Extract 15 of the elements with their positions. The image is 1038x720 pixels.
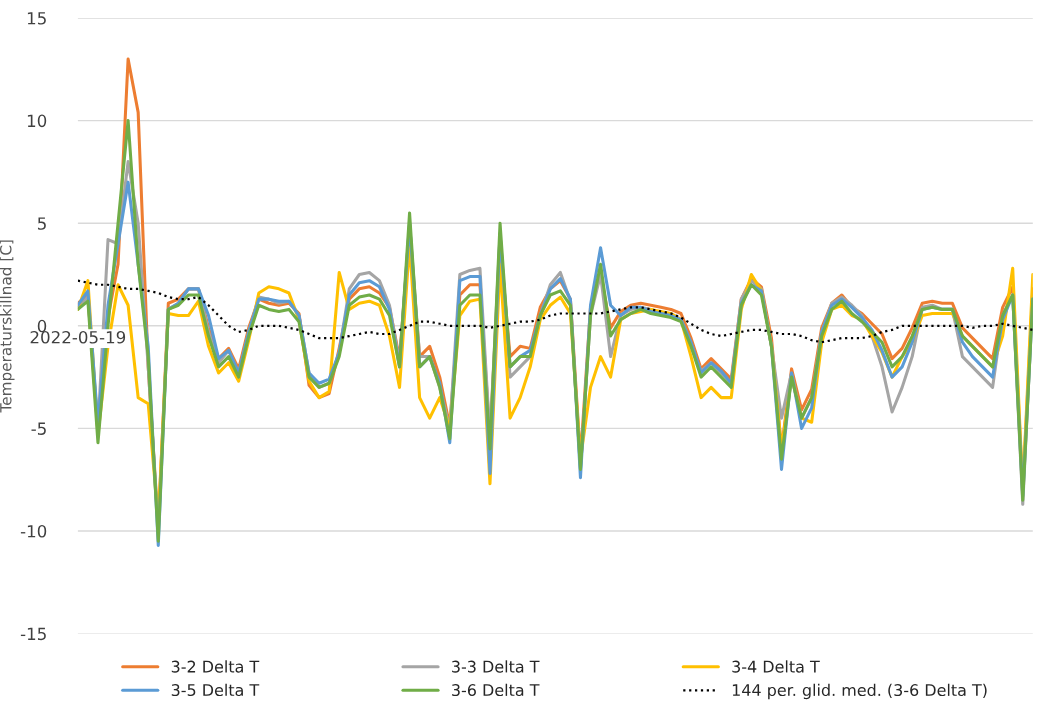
y-tick-label: 15 xyxy=(27,12,46,25)
y-tick-label: 5 xyxy=(37,217,46,230)
y-axis-title: Temperaturskillnad [C] xyxy=(0,240,15,413)
legend-label: 3-5 Delta T xyxy=(171,683,260,697)
legend-label: 144 per. glid. med. (3-6 Delta T) xyxy=(732,683,987,700)
x-tick-label: 2022-05-19 xyxy=(30,330,126,344)
y-tick-label: 0 xyxy=(37,319,47,333)
legend-label: 3-4 Delta T xyxy=(732,660,820,673)
legend-label: 3-2 Delta T xyxy=(171,660,260,673)
y-tick-label: -15 xyxy=(20,627,46,641)
y-tick-label: -5 xyxy=(31,422,46,435)
y-tick-label: 10 xyxy=(27,114,47,128)
legend-label: 3-6 Delta T xyxy=(452,683,540,697)
y-tick-label: -10 xyxy=(20,524,47,538)
legend-label: 3-3 Delta T xyxy=(452,660,540,673)
